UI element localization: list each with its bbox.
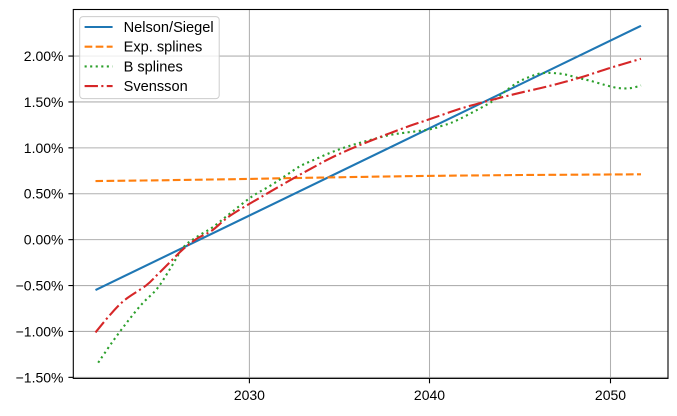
svg-text:2040: 2040 <box>414 387 445 403</box>
svg-text:0.00%: 0.00% <box>24 232 64 248</box>
svg-text:2050: 2050 <box>595 387 626 403</box>
svg-text:2030: 2030 <box>234 387 265 403</box>
svg-text:1.00%: 1.00% <box>24 140 64 156</box>
svg-text:−0.50%: −0.50% <box>16 277 64 293</box>
svg-text:0.50%: 0.50% <box>24 186 64 202</box>
svg-text:Svensson: Svensson <box>124 79 188 95</box>
svg-text:−1.50%: −1.50% <box>16 369 64 385</box>
svg-text:−1.00%: −1.00% <box>16 323 64 339</box>
svg-text:Nelson/Siegel: Nelson/Siegel <box>124 20 214 36</box>
svg-text:Exp. splines: Exp. splines <box>124 40 203 56</box>
svg-text:1.50%: 1.50% <box>24 94 64 110</box>
svg-text:B splines: B splines <box>124 59 183 75</box>
svg-text:2.00%: 2.00% <box>24 48 64 64</box>
